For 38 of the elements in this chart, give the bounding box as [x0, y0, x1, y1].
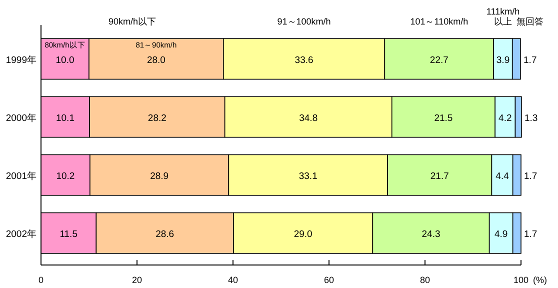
text: 11.5	[60, 229, 78, 240]
text: 33.6	[294, 54, 314, 66]
text: 29.0	[294, 229, 312, 240]
text: 10.1	[56, 112, 74, 124]
text: 1.7	[524, 229, 538, 240]
text: 4.2	[498, 112, 512, 124]
series-label: 91～100km/h	[277, 16, 331, 27]
x-tick-label: 100	[513, 275, 529, 285]
text: 21.7	[430, 171, 449, 182]
x-axis-title: (%)	[533, 275, 547, 285]
text: 10.0	[56, 54, 74, 66]
text: 4.4	[496, 171, 509, 182]
x-tick-label: 20	[132, 275, 142, 285]
text: 24.3	[422, 229, 440, 240]
y-tick-label: 2002年	[6, 228, 37, 240]
text: 33.1	[298, 171, 318, 182]
text: 10.2	[56, 171, 75, 182]
text: 28.9	[150, 171, 169, 182]
text: 1.7	[524, 171, 538, 182]
text: 28.2	[148, 112, 166, 124]
text: 34.8	[299, 112, 318, 124]
y-tick-label: 1999年	[6, 54, 37, 66]
y-tick-label: 2001年	[6, 170, 37, 182]
x-tick-label: 40	[228, 275, 238, 285]
text: 28.0	[146, 54, 166, 66]
text: 1.3	[524, 112, 538, 124]
text: 4.9	[494, 229, 508, 240]
y-tick-label: 2000年	[6, 112, 37, 124]
text: 28.6	[156, 229, 174, 240]
annotation: 90km/h以下	[108, 16, 156, 27]
text: 3.9	[496, 54, 510, 66]
series-label: 101～110km/h	[410, 16, 468, 27]
text: 22.7	[430, 54, 448, 66]
text: 21.5	[434, 112, 453, 124]
x-tick-label: 0	[38, 275, 44, 285]
text: 1.7	[524, 54, 537, 66]
x-tick-label: 60	[324, 275, 334, 285]
x-tick-label: 80	[420, 275, 430, 285]
